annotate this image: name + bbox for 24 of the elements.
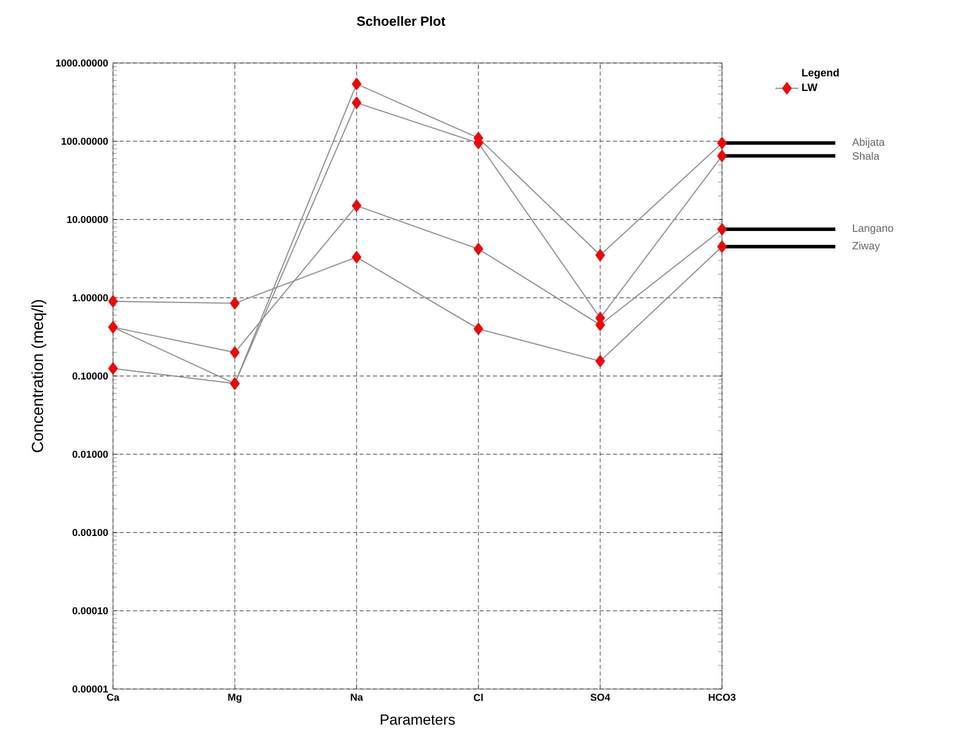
x-tick-label: SO4 [590,694,610,701]
y-tick-label: 1000.00000 [56,59,108,67]
text: Langano [853,224,894,234]
y-tick-label: 0.00100 [72,528,108,536]
x-tick-label: Na [350,694,364,701]
y-tick-label: 10.00000 [67,216,108,224]
legend-title: Legend [802,68,839,79]
y-tick-label: 1.00000 [72,294,108,302]
x-tick-label: Cl [474,694,483,702]
x-tick-label: Mg [228,694,242,703]
legend-label: LW [802,84,818,92]
y-tick-label: 100.00000 [62,138,108,145]
y-axis-title: Concentration (meq/l) [31,300,46,452]
text: Ziway [852,242,880,252]
chart-title: Schoeller Plot [356,16,446,26]
text: Shala [852,152,880,160]
y-tick-label: 0.00010 [72,607,108,614]
x-axis-title: Parameters [380,714,455,725]
x-tick-label: Ca [107,694,120,701]
x-tick-label: HCO3 [708,694,736,701]
y-tick-label: 0.01000 [72,450,108,458]
y-tick-label: 0.10000 [72,372,108,380]
text: Abijata [852,138,885,148]
y-tick-label: 0.00001 [72,685,108,693]
